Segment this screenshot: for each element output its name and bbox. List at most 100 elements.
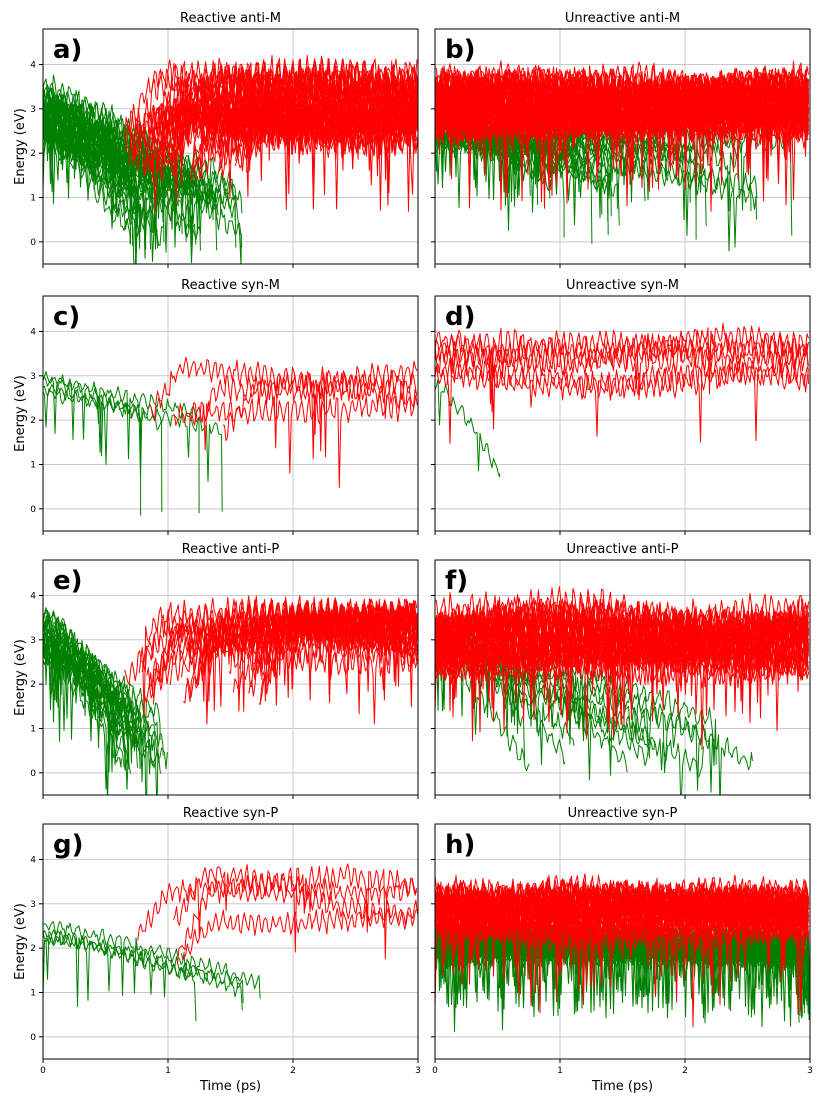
panel-e: 0 1 2 3 4 Reactive anti-P e) Energy (eV) [13,542,419,799]
red-trace [235,82,418,181]
trace-group [43,595,418,795]
y-tick-label: 3 [30,900,36,910]
trace-group [435,322,809,478]
plot-frame [434,559,811,796]
red-trace [191,369,418,460]
red-trace [435,877,809,971]
y-tick-label: 0 [30,238,36,248]
panel-label: d) [445,302,476,332]
panel-title: Unreactive syn-P [568,806,678,821]
red-trace [259,614,418,715]
panel-d: Unreactive syn-M d) [431,278,811,535]
x-tick-label: 2 [682,1066,688,1076]
green-trace [43,127,214,221]
trace-group [435,873,810,1033]
red-trace [435,357,809,444]
y-tick-label: 3 [30,372,36,382]
x-axis-label: Time (ps) [591,1079,653,1094]
y-tick-label: 4 [30,327,36,337]
y-tick-label: 0 [30,769,36,779]
green-trace [43,627,134,746]
green-trace [43,921,261,999]
y-axis-label: Energy (eV) [13,108,28,185]
panel-label: b) [445,35,476,65]
y-tick-label: 0 [30,505,36,515]
x-tick-label: 2 [290,1066,296,1076]
panel-a: 0 1 2 3 4 Reactive anti-M a) Energy (eV) [13,11,419,268]
green-trace [435,129,612,217]
y-tick-label: 2 [30,944,36,954]
y-tick-label: 3 [30,105,36,115]
red-trace [222,372,417,441]
panel-title: Reactive anti-P [182,542,280,557]
red-trace [173,864,418,926]
trace-group [43,54,418,264]
red-trace [180,906,418,961]
y-tick-label: 1 [30,724,36,734]
green-trace [435,378,501,478]
green-trace [43,92,237,206]
panel-title: Reactive syn-M [181,278,280,293]
green-trace [43,376,200,514]
plot-frame [42,559,419,796]
x-tick-label: 0 [40,1066,46,1076]
y-tick-label: 4 [30,591,36,601]
plot-frame [42,295,419,532]
y-axis-label: Energy (eV) [13,639,28,716]
panel-title: Unreactive anti-M [565,11,680,26]
panel-title: Reactive anti-M [180,11,281,26]
panel-label: g) [53,830,84,860]
red-trace [150,95,418,186]
red-trace [435,329,809,430]
panel-title: Unreactive syn-M [566,278,679,293]
red-trace [147,58,418,212]
red-trace [435,68,809,145]
plot-frame [42,28,419,265]
plot-frame [434,295,811,532]
red-trace [435,879,809,933]
y-tick-label: 0 [30,1033,36,1043]
x-axis-label: Time (ps) [199,1079,261,1094]
panel-label: e) [53,566,83,596]
red-trace [183,613,418,712]
red-trace [435,99,809,184]
y-tick-label: 2 [30,680,36,690]
trace-group [435,60,809,252]
y-tick-label: 1 [30,460,36,470]
x-tick-label: 1 [165,1066,171,1076]
y-tick-label: 2 [30,149,36,159]
y-tick-label: 2 [30,416,36,426]
green-trace [43,99,141,242]
panel-f: Unreactive anti-P f) [431,542,811,799]
y-axis-label: Energy (eV) [13,903,28,980]
plot-frame [434,28,811,265]
panel-label: f) [445,566,468,596]
red-trace [137,863,418,960]
y-tick-label: 4 [30,60,36,70]
trace-group [435,586,809,795]
red-trace [149,356,418,458]
plot-frame [434,823,811,1060]
green-trace [43,930,197,1022]
red-trace [173,393,418,488]
green-trace [43,613,159,795]
panel-g: 0 1 2 3 0 1 2 3 4 Reactive syn-P g) Energy (eV) Time… [13,806,421,1094]
panel-label: c) [53,302,80,332]
y-tick-label: 4 [30,855,36,865]
panel-b: Unreactive anti-M b) [431,11,811,268]
trace-group [43,356,418,516]
y-tick-label: 1 [30,193,36,203]
panel-label: h) [445,830,475,860]
green-trace [43,622,159,764]
x-tick-label: 0 [432,1066,438,1076]
red-trace [435,634,809,725]
y-tick-label: 3 [30,636,36,646]
red-trace [157,67,418,166]
panel-title: Unreactive anti-P [567,542,679,557]
trace-group [43,863,418,1022]
red-trace [435,629,809,742]
red-trace [435,76,809,163]
x-tick-label: 3 [415,1066,421,1076]
green-trace [43,384,142,516]
